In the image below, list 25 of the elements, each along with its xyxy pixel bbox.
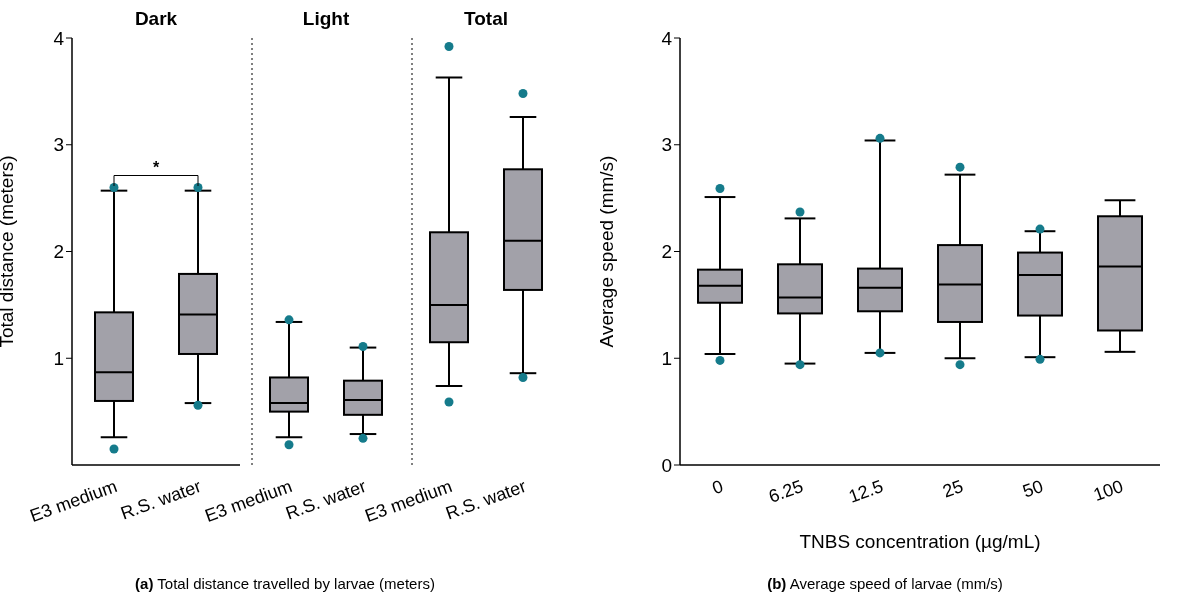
- y-tick-label: 2: [53, 241, 64, 263]
- text: (a) Total distance travelled by larvae (meters): [135, 575, 435, 592]
- y-tick-label: 3: [53, 134, 64, 156]
- chart-title: Dark: [133, 8, 179, 30]
- y-tick-label: 4: [53, 27, 65, 49]
- y-axis-title: Average speed (mm/s): [595, 155, 617, 348]
- y-tick-label: 1: [53, 347, 64, 369]
- annotation: *: [151, 158, 161, 177]
- x-tick-label: E3 medium: [27, 475, 120, 526]
- y-tick-label: 2: [661, 241, 672, 263]
- x-tick-label: 12.5: [845, 475, 886, 507]
- y-tick-label: 4: [661, 27, 673, 49]
- text: (b) Average speed of larvae (mm/s): [767, 575, 1003, 592]
- y-tick-label: 3: [661, 134, 672, 156]
- x-tick-label: 0: [709, 475, 726, 499]
- y-tick-label: 0: [661, 454, 672, 476]
- x-tick-label: R.S. water: [117, 475, 204, 524]
- x-tick-label: 100: [1090, 475, 1126, 506]
- x-axis-title: TNBS concentration (µg/mL): [799, 531, 1041, 552]
- y-tick-label: 1: [661, 347, 672, 369]
- x-tick-label: 6.25: [765, 475, 806, 507]
- chart-title: Light: [301, 8, 351, 30]
- x-tick-label: 50: [1020, 475, 1046, 502]
- chart-title: Total: [463, 8, 509, 30]
- x-tick-label: 25: [940, 475, 966, 502]
